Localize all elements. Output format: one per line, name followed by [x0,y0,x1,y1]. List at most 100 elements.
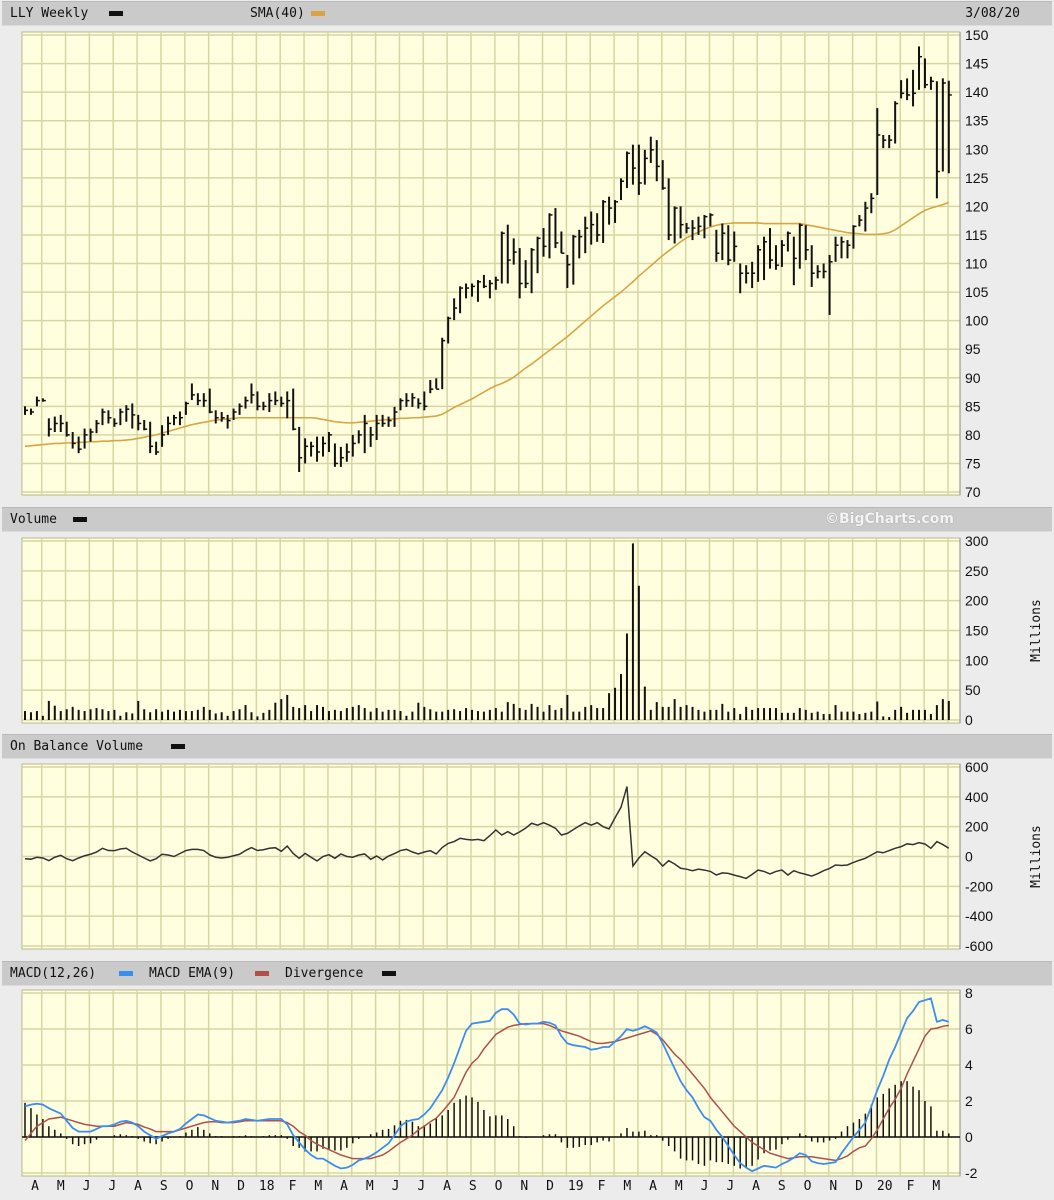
x-tick-label: S [469,1179,477,1194]
macd-y-tick-label: 0 [965,1129,973,1145]
x-tick-label: A [31,1179,39,1194]
x-tick-label: F [907,1179,915,1194]
bigcharts-logo: ©BigCharts.com [825,511,954,527]
volume-y-tick-label: 0 [965,712,973,728]
obv-line [24,786,950,880]
x-tick-label: J [726,1179,734,1194]
obv-legend-swatch [171,744,185,749]
x-tick-label: F [289,1179,297,1194]
volume-y-tick-label: 300 [965,533,989,549]
x-tick-label: M [57,1179,65,1194]
x-tick-label: A [752,1179,760,1194]
macd-label: MACD(12,26) [10,966,97,981]
x-tick-label: J [83,1179,91,1194]
x-tick-label: S [778,1179,786,1194]
x-tick-label: 18 [259,1179,275,1194]
price-y-tick-label: 145 [965,56,989,72]
volume-y-tick-label: 50 [965,682,981,698]
price-panel: 70 75 80 85 90 95 100 105 110 115 120 125 130 135 140 1… [21,27,989,500]
x-tick-label: D [237,1179,245,1194]
price-y-tick-label: 75 [965,455,981,471]
price-y-tick-label: 125 [965,170,989,186]
price-y-tick-label: 85 [965,398,981,414]
symbol-label: LLY Weekly [10,6,89,21]
obv-panel-header: On Balance Volume [2,734,1052,759]
volume-y-tick-label: 150 [965,623,989,639]
x-tick-label: D [855,1179,863,1194]
price-y-tick-label: 130 [965,141,989,157]
macd-panel-header: MACD(12,26) MACD EMA(9) Divergence [2,961,1052,986]
volume-label: Volume [10,512,57,527]
x-tick-label: M [314,1179,322,1194]
volume-legend-swatch [73,517,87,522]
obv-y-tick-label: 400 [965,789,989,805]
x-tick-label: J [417,1179,425,1194]
x-tick-label: M [366,1179,374,1194]
price-panel-header: LLY Weekly SMA(40) 3/08/20 [2,1,1052,26]
price-y-tick-label: 120 [965,198,989,214]
x-tick-label: N [829,1179,837,1194]
price-legend-swatch [109,11,123,16]
x-tick-label: N [211,1179,219,1194]
price-y-tick-label: 110 [965,256,988,272]
x-tick-label: O [186,1179,194,1194]
x-tick-label: O [495,1179,503,1194]
obv-panel: -600 -400 -200 0 200 400 600 Millions [21,759,1044,954]
price-y-tick-label: 90 [965,370,981,386]
x-tick-label: A [649,1179,657,1194]
x-tick-label: D [546,1179,554,1194]
x-tick-label: J [108,1179,116,1194]
ema-legend-swatch [255,971,269,976]
x-tick-label: J [701,1179,709,1194]
macd-y-tick-label: -2 [965,1165,978,1181]
volume-y-tick-label: 200 [965,593,989,609]
volume-panel-header: Volume ©BigCharts.com [2,507,1052,532]
price-y-tick-label: 95 [965,341,981,357]
obv-y-tick-label: 200 [965,819,989,835]
x-tick-label: O [804,1179,812,1194]
x-tick-label: M [932,1179,940,1194]
price-y-tick-label: 150 [965,27,989,43]
macd-line [24,997,950,1173]
obv-y-tick-label: -400 [965,908,993,924]
x-tick-label: F [598,1179,606,1194]
volume-panel: 0 50 100 150 200 250 300 Millions [21,533,1044,728]
price-y-tick-label: 135 [965,113,989,129]
x-tick-label: S [160,1179,168,1194]
price-y-tick-label: 100 [965,313,989,329]
obv-y-tick-label: 600 [965,759,989,775]
obv-y-tick-label: 0 [965,849,973,865]
volume-y-tick-label: 250 [965,563,989,579]
x-tick-label: A [134,1179,142,1194]
obv-label: On Balance Volume [10,739,144,754]
x-tick-label: J [392,1179,400,1194]
macd-ema-label: MACD EMA(9) [149,966,236,981]
volume-y-axis-label: Millions [1029,599,1044,662]
volume-y-tick-label: 100 [965,652,989,668]
sma-40-line [24,201,950,448]
price-y-tick-label: 70 [965,484,981,500]
x-tick-label: N [520,1179,528,1194]
divergence-label: Divergence [285,966,364,981]
macd-plot-area [21,989,961,1177]
chart-date: 3/08/20 [965,6,1020,21]
macd-legend-swatch [119,971,133,976]
macd-panel: -2 0 2 4 6 8 [21,985,978,1181]
obv-y-axis-label: Millions [1029,825,1044,888]
macd-y-tick-label: 8 [965,985,973,1001]
macd-y-tick-label: 4 [965,1057,973,1073]
price-y-tick-label: 80 [965,427,981,443]
price-y-tick-label: 115 [965,227,988,243]
x-tick-label: M [675,1179,683,1194]
divergence-legend-swatch [382,971,396,976]
x-tick-label: A [443,1179,451,1194]
x-tick-label: A [340,1179,348,1194]
price-y-tick-label: 105 [965,284,989,300]
x-tick-label: 19 [568,1179,584,1194]
x-tick-label: M [623,1179,631,1194]
obv-y-tick-label: -600 [965,938,993,954]
macd-y-tick-label: 6 [965,1021,973,1037]
obv-y-tick-label: -200 [965,878,993,894]
x-tick-label: 20 [877,1179,893,1194]
